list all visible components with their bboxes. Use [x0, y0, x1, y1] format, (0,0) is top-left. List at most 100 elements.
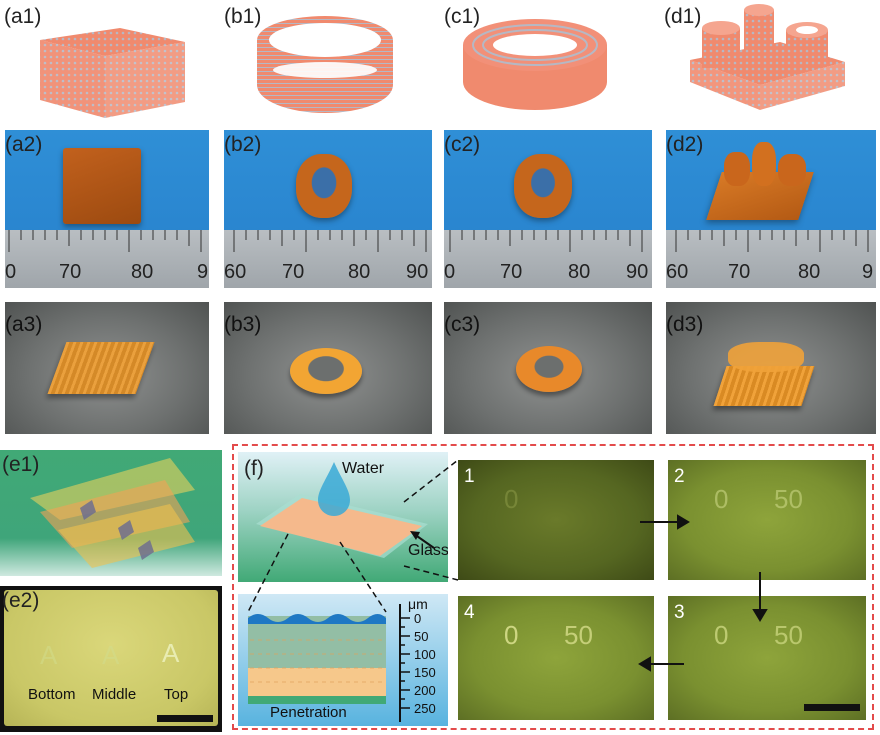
panel-f-schematic: (f) Water Glass [238, 452, 448, 582]
letter-a-bottom: A [40, 640, 58, 670]
printed-pillar-photo [752, 142, 776, 186]
composite-structure-rendering [690, 4, 845, 110]
mark-0: 0 [504, 620, 519, 650]
depth-tick: 50 [414, 629, 429, 644]
ruler-ticks [449, 230, 643, 252]
panel-label: (d2) [666, 133, 704, 156]
composite-pillars-photo [728, 342, 804, 372]
unit-label: μm [408, 596, 428, 612]
panel-f-cross-section: μm 0 50 100 150 200 250 Penetration [238, 594, 448, 726]
mark-0: 0 [504, 484, 519, 514]
ruler-number: 0 [5, 261, 17, 283]
lattice-cube-photo [47, 342, 155, 394]
step-number: 3 [674, 602, 685, 623]
printed-cube-photo [63, 148, 141, 224]
ruler-number: 60 [224, 261, 247, 283]
panel-d3: (d3) [666, 302, 876, 434]
panel-c1: (c1) [440, 0, 660, 122]
ruler-number: 70 [500, 261, 523, 283]
caption-top: Top [164, 686, 189, 703]
panel-a1: (a1) [0, 0, 220, 122]
ruler-number: 90 [626, 261, 649, 283]
water-label: Water [342, 460, 385, 477]
ruler: 60 70 80 90 [224, 230, 432, 288]
panel-label: (b3) [224, 313, 262, 336]
panel-b2: (b2) 60 70 80 90 [224, 130, 432, 288]
mark-50: 50 [774, 484, 803, 514]
ruler-number: 80 [568, 261, 591, 283]
mark-50: 50 [774, 620, 803, 650]
penetration-label: Penetration [270, 704, 347, 721]
depth-tick: 100 [414, 647, 436, 662]
ruler: 0 70 80 90 [444, 230, 652, 288]
caption-middle: Middle [92, 686, 137, 703]
step-photo-4: 4 0 50 [458, 596, 654, 720]
panel-label: (a1) [4, 5, 42, 28]
ruler-ticks [675, 230, 869, 252]
panel-b3: (b3) [224, 302, 432, 434]
panel-label: (c1) [444, 5, 481, 28]
printed-ring-photo [514, 154, 572, 218]
printed-ring-photo [296, 154, 352, 218]
panel-b1: (b1) [220, 0, 440, 122]
depth-tick: 200 [414, 683, 436, 698]
layered-sheets-illustration [30, 458, 195, 568]
ruler-number: 60 [666, 261, 689, 283]
scale-bar [804, 704, 860, 711]
panel-c2: (c2) 0 70 80 90 [444, 130, 652, 288]
panel-label: (e2) [2, 589, 40, 612]
mark-50: 50 [564, 620, 593, 650]
panel-a3: (a3) [5, 302, 209, 434]
mark-0: 0 [714, 620, 729, 650]
glass-label: Glass [408, 542, 448, 559]
ring-stripe-rendering [257, 16, 393, 113]
panel-c3: (c3) [444, 302, 652, 434]
ruler-number: 0 [444, 261, 456, 283]
panel-a2: (a2) 0 70 80 9 [5, 130, 209, 288]
step-number: 2 [674, 466, 685, 487]
caption-bottom: Bottom [28, 686, 76, 703]
panel-label: (e1) [2, 453, 40, 476]
panel-label: (d1) [664, 5, 702, 28]
depth-tick: 150 [414, 665, 436, 680]
ruler-number: 70 [282, 261, 305, 283]
scale-bar [157, 715, 213, 722]
printed-pillar-photo [778, 154, 806, 186]
panel-f-dashed-border [232, 444, 874, 730]
step-number: 4 [464, 602, 475, 623]
ruler-ticks [8, 230, 202, 252]
ruler-number: 90 [406, 261, 429, 283]
ruler: 60 70 80 9 [666, 230, 876, 288]
printed-sheet-photo [4, 590, 218, 726]
ruler-number: 9 [862, 261, 874, 283]
ruler-number: 80 [798, 261, 821, 283]
lattice-ring-photo [290, 348, 362, 394]
step-number: 1 [464, 466, 475, 487]
panel-d1: (d1) [660, 0, 880, 122]
ruler: 0 70 80 9 [5, 230, 209, 288]
letter-a-top: A [162, 638, 180, 668]
step-photo-3: 3 0 50 [668, 596, 866, 720]
composite-photo [713, 366, 815, 406]
panel-label: (c3) [444, 313, 481, 336]
letter-a-middle: A [102, 640, 120, 670]
panel-label: (f) [244, 457, 264, 480]
panel-label: (b1) [224, 5, 262, 28]
ruler-number: 70 [728, 261, 751, 283]
mark-0: 0 [714, 484, 729, 514]
step-photo-2: 2 0 50 [668, 460, 866, 580]
cube-lattice-rendering [40, 28, 185, 118]
panel-label: (a2) [5, 133, 43, 156]
ring-solid-rendering [463, 19, 607, 110]
depth-tick: 250 [414, 701, 436, 716]
panel-d2: (d2) 60 70 80 9 [666, 130, 876, 288]
ruler-number: 80 [348, 261, 371, 283]
ruler-number: 80 [131, 261, 154, 283]
step-photo-1: 1 0 [458, 460, 654, 580]
panel-label: (a3) [5, 313, 43, 336]
panel-e1: (e1) [0, 450, 222, 576]
panel-label: (c2) [444, 133, 481, 156]
solid-ring-photo [516, 346, 582, 392]
panel-label: (d3) [666, 313, 704, 336]
panel-e2: (e2) A A A Bottom Middle Top [0, 586, 222, 732]
